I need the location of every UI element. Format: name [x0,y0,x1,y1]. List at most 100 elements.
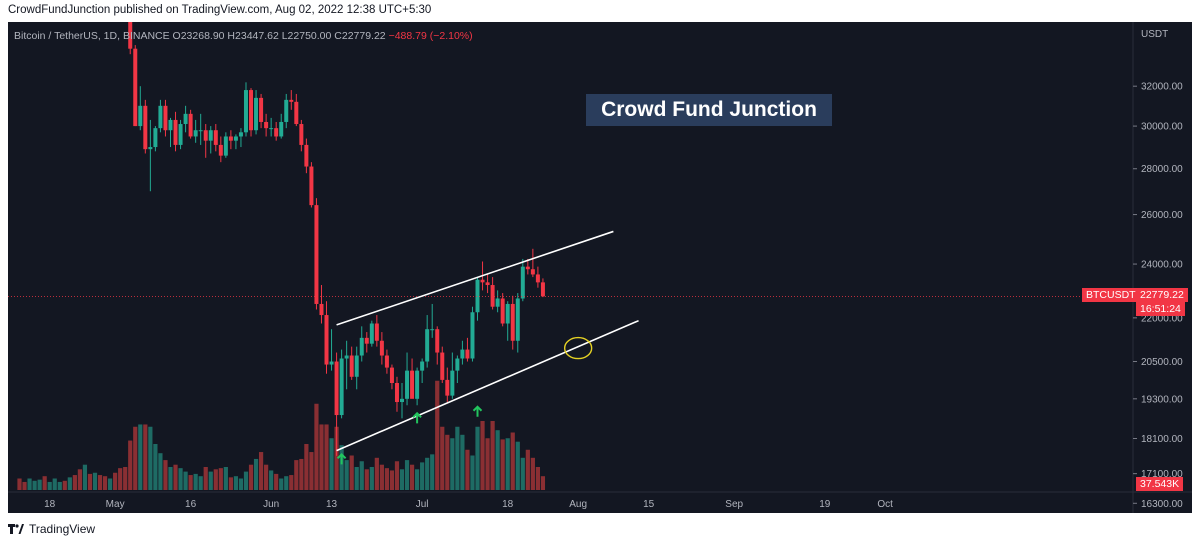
volume-bar [455,426,460,490]
candle-body [379,340,384,356]
volume-bar [138,424,143,490]
volume-bar [102,476,108,490]
volume-bar [379,464,384,490]
candle-body [233,136,238,141]
candle-body [274,128,279,137]
candle-body [500,298,505,324]
volume-bar [525,449,530,490]
volume-bar [430,454,435,490]
tradingview-logo[interactable]: TradingView [8,522,95,536]
volume-bar [435,380,440,490]
volume-bar [364,469,369,490]
candle-body [440,352,445,380]
candle-body [359,337,364,356]
candle-body [394,383,399,403]
volume-bar [384,468,390,490]
volume-bar [128,440,133,490]
candle-body [168,119,173,131]
candle-body [324,315,329,365]
candle-body [259,97,264,122]
volume-bar [198,476,203,490]
candle-body [389,367,394,384]
volume-bar [47,481,52,490]
candle-body [329,361,334,365]
ohlc-values: O23268.90 H23447.62 L22750.00 C22779.22 [172,30,386,42]
time-tick-label: 18 [44,499,56,510]
candle-body [535,274,540,283]
volume-tag: 37.543K [1136,477,1184,491]
volume-bar [87,473,93,490]
volume-bar [97,475,103,490]
candle-body [420,361,425,371]
candle-body [138,105,143,127]
volume-bar [344,460,349,490]
candle-body [530,269,535,275]
candle-body [269,128,274,130]
candle-body [319,303,324,316]
candle-body [495,298,500,307]
candle-body [153,128,158,148]
candle-body [415,370,420,399]
price-tick-label: 22000.00 [1141,313,1183,324]
volume-bar [17,478,22,490]
watermark-label: Crowd Fund Junction [586,94,832,126]
highlight-ellipse[interactable] [563,336,593,360]
candle-body [299,124,304,145]
volume-bar [269,470,274,490]
volume-bar [445,434,450,490]
candle-body [369,323,374,344]
candle-body [183,113,188,125]
channel-lower-line[interactable] [336,319,639,452]
volume-bar [113,472,118,490]
chart-panel[interactable]: USDT 32000.00 30000.00 28000.00 26000.00 2400… [8,22,1192,513]
volume-bar [123,467,128,490]
volume-bar [425,457,430,490]
price-tick-label: 24000.00 [1141,260,1183,271]
volume-bar [500,439,505,490]
candle-body [198,130,203,132]
countdown-tag: 16:51:24 [1136,302,1185,317]
tradingview-icon [8,524,24,534]
volume-bar [158,453,163,490]
volume-bar [535,467,540,490]
candle-body [374,323,379,341]
candle-body [309,166,314,206]
publish-info: CrowdFundJunction published on TradingVi… [8,4,432,16]
volume-bar [62,480,67,490]
candle-body [314,205,319,304]
last-price-tag: 22779.22 [1136,288,1188,303]
candle-body [238,132,243,137]
up-arrow-icon [472,405,483,417]
volume-bar [203,467,208,490]
volume-bar [399,469,405,490]
volume-bar [314,403,319,490]
candle-body [425,329,430,362]
channel-upper-line[interactable] [336,230,614,326]
volume-bar [324,424,329,490]
volume-bar [485,438,490,490]
volume-bar [133,426,138,490]
price-tick-label: 26000.00 [1141,210,1183,221]
candle-body [540,282,545,297]
volume-bar [32,480,37,490]
candle-body [148,147,153,150]
candle-body [128,22,133,49]
volume-bar [389,470,395,490]
candle-body [445,379,450,396]
volume-bar [243,471,249,490]
volume-bar [540,476,546,490]
candle-body [515,298,520,341]
price-tick-label: 18100.00 [1141,434,1183,445]
volume-bar [530,457,535,490]
volume-bar [238,478,244,490]
volume-bar [72,475,77,490]
volume-bar [37,479,42,490]
candle-body [208,130,213,141]
volume-bar [188,475,193,490]
volume-bar [450,438,455,490]
candle-body [435,329,440,353]
volume-bar [440,426,445,490]
candle-body [344,355,349,359]
up-arrow-icon [336,452,347,465]
candle-body [455,358,460,371]
